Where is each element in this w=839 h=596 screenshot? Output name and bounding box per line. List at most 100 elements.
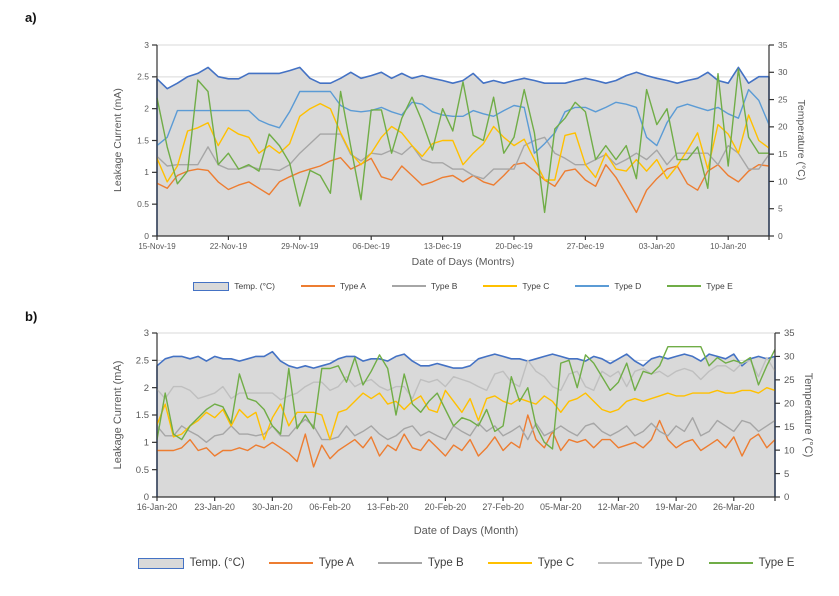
x-tick-label: 20-Feb-20 xyxy=(425,502,467,512)
chart-a-left-axis-title: Leakage Current (mA) xyxy=(112,88,124,192)
type-e-line xyxy=(156,68,769,214)
x-tick-label: 20-Dec-19 xyxy=(495,242,533,251)
type-b-line-swatch xyxy=(377,562,422,564)
y-left-tick-label: 2 xyxy=(144,383,149,394)
y-right-tick-label: 25 xyxy=(778,94,788,104)
type-a-line-swatch xyxy=(268,562,313,564)
legend-item-type-c: Type C xyxy=(487,557,574,569)
type-b-line xyxy=(156,416,776,444)
legend-label-temp: Temp. (°C) xyxy=(234,281,275,291)
y-left-tick-label: 3 xyxy=(144,40,149,50)
x-tick-label: 10-Jan-20 xyxy=(710,242,747,251)
panel-b: b) 0 0.5 1 1.5 2 2.5 3 0 5 10 15 20 25 30 35 16-Jan-20 2… xyxy=(0,300,839,596)
y-right-tick-label: 0 xyxy=(784,492,789,503)
chart-a-x-axis-title: Date of Days (Montrs) xyxy=(411,256,515,268)
legend-item-type-d: Type D xyxy=(575,281,641,291)
y-right-tick-label: 35 xyxy=(784,328,795,339)
y-left-tick-label: 1.5 xyxy=(136,410,149,421)
legend-item-temp: Temp. (°C) xyxy=(137,557,245,569)
y-right-tick-label: 0 xyxy=(778,231,783,241)
y-right-tick-label: 30 xyxy=(778,67,788,77)
y-left-tick-label: 1 xyxy=(144,438,149,449)
x-tick-label: 05-Mar-20 xyxy=(540,502,582,512)
x-tick-label: 23-Jan-20 xyxy=(194,502,235,512)
x-tick-label: 29-Nov-19 xyxy=(281,242,319,251)
legend-item-type-e: Type E xyxy=(708,557,794,569)
legend-label-type-b: Type B xyxy=(427,557,464,569)
panel-a: a) 0 0.5 1 1.5 2 2.5 3 0 5 10 15 20 25 30 35 15-Nov-19 2… xyxy=(25,10,807,291)
chart-a-legend: Temp. (°C) Type A Type B Type C Type D T… xyxy=(157,281,769,291)
type-d-line xyxy=(156,356,776,401)
temp-area xyxy=(157,351,775,497)
x-tick-label: 12-Mar-20 xyxy=(598,502,640,512)
chart-a-right-axis-title: Temperature (°C) xyxy=(795,99,807,181)
y-right-tick-label: 25 xyxy=(784,375,795,386)
y-right-tick-label: 10 xyxy=(784,445,795,456)
y-right-tick-label: 20 xyxy=(784,399,795,410)
y-right-tick-label: 35 xyxy=(778,40,788,50)
y-left-tick-label: 1.5 xyxy=(137,135,149,145)
y-left-tick-label: 0.5 xyxy=(137,199,149,209)
y-left-tick-label: 2.5 xyxy=(136,356,149,367)
y-right-tick-label: 30 xyxy=(784,352,795,363)
legend-label-type-d: Type D xyxy=(648,557,685,569)
x-tick-label: 19-Mar-20 xyxy=(655,502,697,512)
y-left-tick-label: 3 xyxy=(144,328,149,339)
temp-area-border xyxy=(156,66,770,236)
legend-item-type-d: Type D xyxy=(598,557,685,569)
type-c-line-swatch xyxy=(487,562,532,564)
type-e-line-swatch xyxy=(708,562,753,564)
x-tick-label: 15-Nov-19 xyxy=(138,242,176,251)
legend-item-type-a: Type A xyxy=(300,281,366,291)
temp-area-border xyxy=(156,350,776,497)
legend-label-type-d: Type D xyxy=(614,281,642,291)
legend-label-temp: Temp. (°C) xyxy=(189,557,245,569)
x-tick-label: 22-Nov-19 xyxy=(210,242,248,251)
x-tick-label: 13-Feb-20 xyxy=(367,502,409,512)
y-right-tick-label: 20 xyxy=(778,122,788,132)
x-tick-label: 06-Feb-20 xyxy=(309,502,351,512)
type-d-line-swatch xyxy=(598,562,643,564)
legend-label-type-b: Type B xyxy=(430,281,458,291)
type-a-line xyxy=(156,156,770,214)
type-e-line-swatch xyxy=(667,285,702,287)
panel-a-label: a) xyxy=(25,10,37,25)
type-d-line-swatch xyxy=(575,285,610,287)
x-tick-label: 26-Mar-20 xyxy=(713,502,755,512)
legend-label-type-c: Type C xyxy=(522,281,550,291)
legend-item-type-c: Type C xyxy=(483,281,549,291)
y-left-tick-label: 0.5 xyxy=(136,465,149,476)
x-tick-label: 27-Feb-20 xyxy=(482,502,524,512)
y-right-tick-label: 15 xyxy=(784,422,795,433)
y-right-tick-label: 5 xyxy=(784,469,789,480)
legend-item-type-b: Type B xyxy=(377,557,464,569)
type-c-line xyxy=(156,386,776,441)
panel-b-label: b) xyxy=(25,309,38,324)
type-a-line xyxy=(157,414,776,468)
y-left-tick-label: 0 xyxy=(144,231,149,241)
legend-item-type-a: Type A xyxy=(268,557,354,569)
x-tick-label: 06-Dec-19 xyxy=(353,242,391,251)
type-e-line xyxy=(156,346,776,450)
chart-b-x-axis-title: Date of Days (Month) xyxy=(413,525,519,537)
chart-b-right-axis-title: Temperature (°C) xyxy=(802,372,814,458)
y-left-tick-label: 1 xyxy=(144,167,149,177)
temp-area-swatch xyxy=(193,281,230,291)
temp-area xyxy=(157,67,769,237)
y-left-tick-label: 0 xyxy=(144,492,149,503)
y-right-tick-label: 10 xyxy=(778,176,788,186)
temp-area-swatch xyxy=(137,557,184,569)
type-c-line-swatch xyxy=(483,285,518,287)
x-tick-label: 03-Jan-20 xyxy=(639,242,676,251)
legend-item-type-e: Type E xyxy=(667,281,733,291)
x-tick-label: 30-Jan-20 xyxy=(252,502,293,512)
legend-label-type-e: Type E xyxy=(706,281,733,291)
chart-b-legend: Temp. (°C) Type A Type B Type C Type D T… xyxy=(137,557,794,569)
y-left-tick-label: 2 xyxy=(144,104,149,114)
type-b-line-swatch xyxy=(391,285,426,287)
legend-item-temp: Temp. (°C) xyxy=(193,281,275,291)
legend-label-type-a: Type A xyxy=(318,557,354,569)
